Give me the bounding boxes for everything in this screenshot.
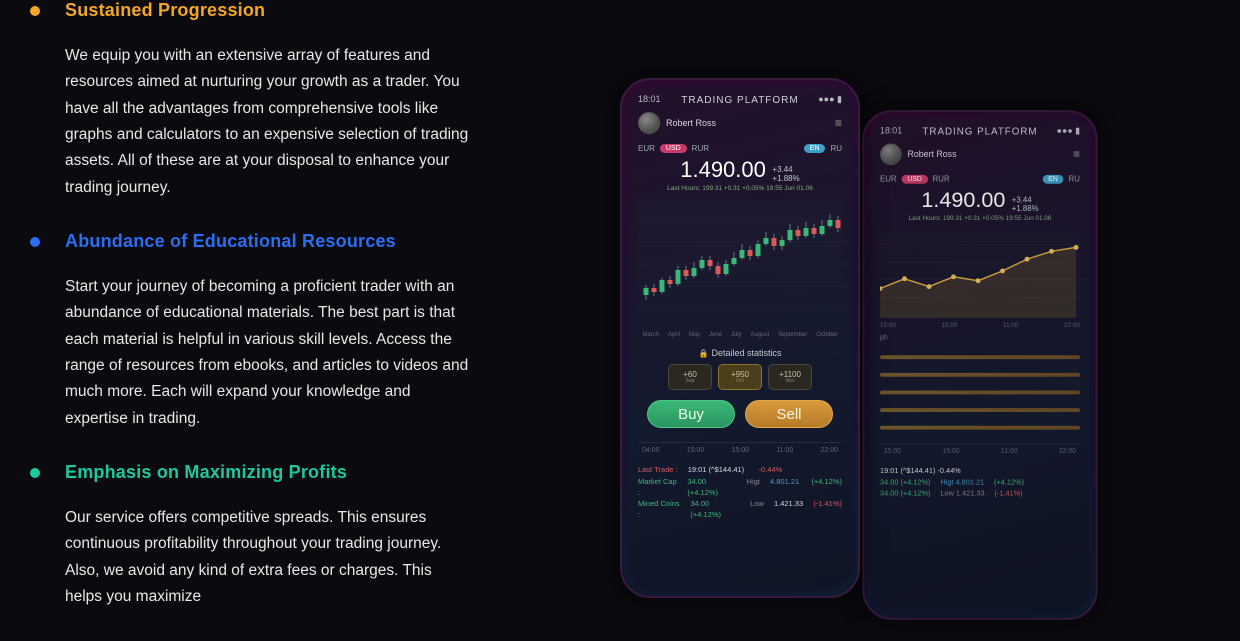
- status-time: 18:01: [880, 126, 902, 137]
- feature-body: Start your journey of becoming a profici…: [65, 274, 470, 432]
- price-block: 1.490.00 +3.44 +1.88% Last Hours: 199.31…: [880, 188, 1080, 223]
- feature-body: Our service offers competitive spreads. …: [65, 505, 470, 610]
- bullet-icon: [30, 468, 40, 478]
- menu-icon[interactable]: ≡: [1073, 147, 1080, 161]
- sell-button[interactable]: Sell: [745, 400, 833, 428]
- profile-name: Robert Ross: [907, 149, 956, 159]
- currency-pill[interactable]: USD: [901, 175, 927, 184]
- profile-name: Robert Ross: [666, 118, 716, 128]
- bars-area: [880, 356, 1080, 430]
- features-column: Sustained Progression We equip you with …: [30, 0, 470, 641]
- feature-3: Emphasis on Maximizing Profits Our servi…: [30, 462, 470, 610]
- price-hours: Last Hours: 199.31 +0.31 +0.05% 19:55 Ju…: [880, 215, 1080, 222]
- bullet-icon: [30, 237, 40, 247]
- profile-row: Robert Ross ≡: [638, 112, 842, 134]
- menu-icon[interactable]: ≡: [835, 116, 842, 130]
- time-axis: 15:00 15:00 11:00 22:00: [880, 444, 1080, 456]
- range-row: +60Sep +950Oct +1100Nov: [638, 364, 842, 390]
- currency-pill[interactable]: USD: [660, 144, 687, 153]
- graph-label: ph: [880, 335, 1080, 342]
- feature-title: Abundance of Educational Resources: [65, 231, 470, 252]
- buy-button[interactable]: Buy: [647, 400, 735, 428]
- feature-1: Sustained Progression We equip you with …: [30, 0, 470, 201]
- status-time: 18:01: [638, 94, 661, 105]
- phone-mockup-back: 18:01 ●●● ▮ TRADING PLATFORM Robert Ross…: [862, 110, 1097, 620]
- phone-mockup-front: 18:01 ●●● ▮ TRADING PLATFORM Robert Ross…: [620, 78, 860, 598]
- price-main: 1.490.00: [921, 188, 1005, 213]
- time-axis: 04:00 15:00 15:00 11:00 22:00: [638, 442, 842, 454]
- currency-row: EUR USD RUR EN RU: [638, 144, 842, 153]
- feature-title: Sustained Progression: [65, 0, 470, 21]
- phones-area: 18:01 ●●● ▮ TRADING PLATFORM Robert Ross…: [470, 0, 1210, 641]
- candlestick-chart: [638, 200, 842, 330]
- status-icons: ●●● ▮: [1057, 126, 1080, 137]
- range-button[interactable]: +60Sep: [668, 364, 712, 390]
- line-chart: [880, 230, 1080, 318]
- detailed-stats-label[interactable]: 🔒Detailed statistics: [638, 348, 842, 358]
- stats-grid: Last Trade : 19:01 (^$144.41) -0.44% Mar…: [638, 464, 842, 520]
- currency-row: EUR USD RUR EN RU: [880, 175, 1080, 184]
- lock-icon: 🔒: [699, 349, 709, 358]
- months-axis: MarchApril MayJune JulyAugust SeptemberO…: [638, 332, 842, 338]
- lang-pill[interactable]: EN: [1042, 175, 1063, 184]
- avatar: [638, 112, 660, 134]
- price-main: 1.490.00: [680, 157, 766, 183]
- range-button[interactable]: +950Oct: [718, 364, 762, 390]
- app-title: TRADING PLATFORM: [638, 95, 842, 106]
- action-row: Buy Sell: [638, 400, 842, 428]
- line-time-axis: 15:00 15:00 11:00 22:00: [880, 322, 1080, 329]
- feature-body: We equip you with an extensive array of …: [65, 43, 470, 201]
- price-block: 1.490.00 +3.44 +1.88% Last Hours: 199.31…: [638, 157, 842, 192]
- lang-pill[interactable]: EN: [804, 144, 826, 153]
- app-title: TRADING PLATFORM: [880, 127, 1080, 138]
- feature-title: Emphasis on Maximizing Profits: [65, 462, 470, 483]
- bullet-icon: [30, 6, 40, 16]
- range-button[interactable]: +1100Nov: [768, 364, 812, 390]
- status-icons: ●●● ▮: [818, 94, 842, 105]
- price-hours: Last Hours: 199.31 +0.31 +0.05% 19:55 Ju…: [638, 185, 842, 192]
- stats-grid: 19:01 (^$144.41) -0.44% 34.00 (+4.12%) H…: [880, 465, 1080, 498]
- profile-row: Robert Ross ≡: [880, 144, 1080, 166]
- avatar: [880, 144, 902, 166]
- feature-2: Abundance of Educational Resources Start…: [30, 231, 470, 432]
